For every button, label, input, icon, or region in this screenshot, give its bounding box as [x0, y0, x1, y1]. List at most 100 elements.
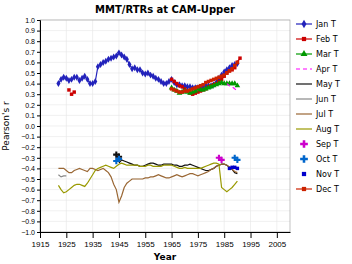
- y-tick-mark: [37, 168, 40, 169]
- x-tick-label: 1925: [58, 240, 76, 249]
- x-tick: 1945: [111, 232, 129, 249]
- legend-item: May T: [296, 80, 340, 89]
- y-tick: 0.9: [25, 27, 40, 34]
- y-tick-mark: [37, 52, 40, 53]
- x-tick-label: 1935: [84, 240, 102, 249]
- y-axis-line: [37, 21, 41, 233]
- grid-line-y: [40, 104, 290, 105]
- marker: [56, 80, 60, 87]
- x-tick: 1925: [58, 232, 76, 249]
- legend-label: May T: [316, 80, 340, 89]
- y-tick-mark: [37, 62, 40, 63]
- x-tick-mark: [198, 232, 199, 238]
- line: [58, 175, 66, 177]
- y-tick: −1.0: [21, 229, 40, 236]
- y-tick-label: −0.9: [21, 218, 35, 225]
- plot-area: [56, 49, 241, 202]
- y-tick-mark: [37, 221, 40, 222]
- x-tick-label: 1915: [32, 240, 50, 249]
- line: [58, 164, 237, 202]
- legend-marker: [300, 140, 308, 148]
- x-tick-mark: [119, 232, 120, 238]
- y-tick-label: −0.4: [21, 165, 35, 172]
- y-tick-mark: [37, 20, 40, 21]
- y-tick-label: −0.1: [21, 133, 35, 140]
- marker: [235, 82, 241, 87]
- y-tick-label: −0.3: [21, 155, 35, 162]
- legend-label: Nov T: [316, 170, 339, 179]
- x-tick: 1985: [216, 232, 234, 249]
- grid-line-y: [40, 115, 290, 116]
- x-axis-line: [41, 232, 291, 233]
- marker: [125, 56, 129, 63]
- series: [227, 84, 238, 91]
- chart: 1915192519351945195519651975198519952005…: [0, 0, 352, 264]
- legend-swatch: [296, 113, 312, 114]
- x-tick-mark: [145, 232, 146, 238]
- y-tick-label: −0.7: [21, 197, 35, 204]
- y-tick-label: 0.3: [25, 91, 35, 98]
- y-tick-mark: [37, 105, 40, 106]
- x-tick: 2005: [268, 232, 286, 249]
- y-tick: −0.3: [21, 155, 40, 162]
- y-tick-label: 0.1: [25, 112, 35, 119]
- y-tick-label: −0.6: [21, 186, 35, 193]
- y-tick: −0.6: [21, 186, 40, 193]
- x-tick-mark: [277, 232, 278, 238]
- y-tick-label: 0.0: [25, 123, 35, 130]
- legend-item: Jan T: [296, 20, 336, 29]
- x-tick-label: 1965: [163, 240, 181, 249]
- grid-line-y: [40, 94, 290, 95]
- marker: [230, 67, 233, 70]
- grid-line-y: [40, 62, 290, 63]
- y-tick-mark: [37, 73, 40, 74]
- line: [227, 84, 238, 91]
- legend-label: Jun T: [315, 95, 336, 104]
- x-tick-label: 1985: [216, 240, 234, 249]
- x-tick: 1965: [163, 232, 181, 249]
- grid-line-y: [40, 136, 290, 137]
- legend-label: Feb T: [316, 35, 338, 44]
- y-tick: −0.8: [21, 208, 40, 215]
- y-tick: 0.7: [25, 49, 40, 56]
- legend-item: Jul T: [296, 110, 333, 119]
- y-tick: −0.1: [21, 133, 40, 140]
- grid-line-y: [40, 30, 290, 31]
- series: [58, 175, 66, 177]
- y-tick-label: 0.4: [25, 80, 35, 87]
- line: [58, 163, 237, 193]
- series: [58, 164, 237, 202]
- series: [67, 88, 76, 96]
- y-tick: 0.4: [25, 80, 40, 87]
- legend-item: Oct T: [300, 155, 337, 164]
- legend-swatch: [296, 83, 312, 84]
- x-tick-mark: [66, 232, 67, 238]
- x-axis: 1915192519351945195519651975198519952005: [32, 232, 291, 249]
- grid-line-y: [40, 210, 290, 211]
- x-tick-mark: [93, 232, 94, 238]
- x-tick-label: 1995: [242, 240, 260, 249]
- y-tick-mark: [37, 190, 40, 191]
- marker: [234, 157, 240, 163]
- legend-marker: [301, 50, 308, 56]
- series: [113, 155, 240, 164]
- legend-swatch: [296, 98, 312, 99]
- marker: [236, 61, 239, 64]
- y-tick-mark: [37, 41, 40, 42]
- x-tick-label: 1955: [137, 240, 155, 249]
- x-tick-label: 2005: [268, 240, 286, 249]
- marker: [116, 156, 122, 162]
- grid-line-y: [40, 179, 290, 180]
- y-tick-label: −0.8: [21, 208, 35, 215]
- series: [169, 79, 240, 95]
- y-tick-mark: [37, 200, 40, 201]
- legend-item: Apr T: [296, 65, 337, 74]
- y-tick-label: 0.9: [25, 27, 35, 34]
- grid-line-y: [40, 157, 290, 158]
- series: [170, 61, 239, 94]
- y-tick: −0.5: [21, 176, 40, 183]
- legend-label: Aug T: [316, 125, 339, 134]
- x-tick: 1955: [137, 232, 155, 249]
- line: [172, 62, 238, 92]
- marker: [93, 78, 97, 85]
